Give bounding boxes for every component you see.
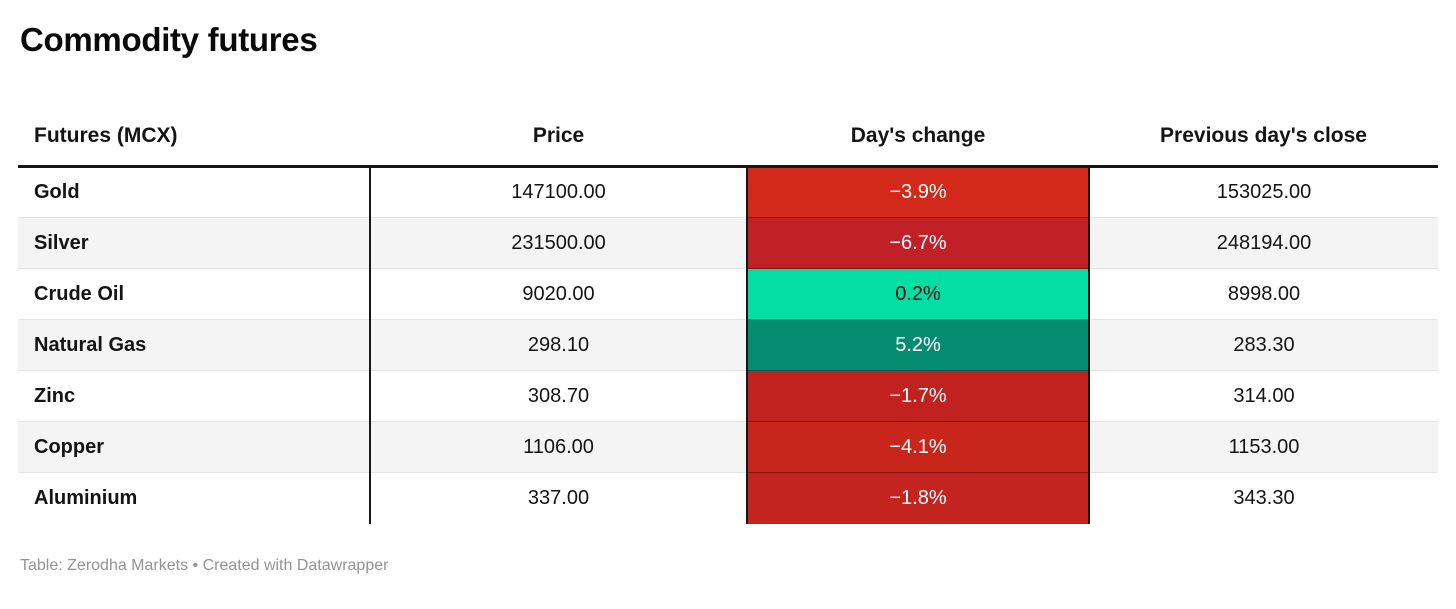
commodity-futures-table: Futures (MCX) Price Day's change Previou…: [18, 110, 1438, 524]
days-change-cell: −1.7%: [746, 370, 1089, 422]
header-row: Futures (MCX) Price Day's change Previou…: [18, 110, 1438, 167]
price-cell: 308.70: [369, 370, 747, 422]
column-header-prev-close: Previous day's close: [1160, 124, 1367, 147]
days-change-cell: −1.8%: [746, 472, 1089, 524]
prev-close-cell: 314.00: [1088, 370, 1438, 422]
days-change-cell: −4.1%: [746, 421, 1089, 473]
commodity-name-cell: Aluminium: [18, 472, 370, 524]
commodity-name-cell: Natural Gas: [18, 319, 370, 371]
price-cell: 337.00: [369, 472, 747, 524]
attribution-footer: Table: Zerodha Markets • Created with Da…: [20, 556, 389, 574]
table-row: Zinc 308.70 −1.7% 314.00: [18, 370, 1438, 422]
commodity-name-cell: Crude Oil: [18, 268, 370, 320]
commodity-name-cell: Silver: [18, 217, 370, 269]
table-row: Natural Gas 298.10 5.2% 283.30: [18, 319, 1438, 371]
prev-close-cell: 248194.00: [1088, 217, 1438, 269]
days-change-cell: −3.9%: [746, 166, 1089, 218]
column-header-futures: Futures (MCX): [34, 124, 178, 147]
page-title: Commodity futures: [20, 21, 318, 58]
price-cell: 298.10: [369, 319, 747, 371]
commodity-name-cell: Gold: [34, 181, 80, 203]
table-row: Gold 147100.00 −3.9% 153025.00: [18, 166, 1438, 218]
column-header-price: Price: [532, 124, 585, 147]
prev-close-cell: 8998.00: [1088, 268, 1438, 320]
column-header-days-change: Day's change: [850, 124, 986, 147]
prev-close-cell: 343.30: [1088, 472, 1438, 524]
table-row: Aluminium 337.00 −1.8% 343.30: [18, 472, 1438, 524]
price-cell: 1106.00: [369, 421, 747, 473]
price-cell: 231500.00: [369, 217, 747, 269]
price-cell: 9020.00: [369, 268, 747, 320]
days-change-cell: −6.7%: [746, 217, 1089, 269]
commodity-name-cell: Copper: [18, 421, 370, 473]
commodity-name-cell: Zinc: [18, 370, 370, 422]
days-change-cell: 0.2%: [746, 268, 1089, 320]
price-cell: 147100.00: [369, 166, 747, 218]
prev-close-cell: 283.30: [1088, 319, 1438, 371]
prev-close-cell: 1153.00: [1088, 421, 1438, 473]
days-change-cell: 5.2%: [746, 319, 1089, 371]
prev-close-cell: 153025.00: [1088, 166, 1438, 218]
table-row: Crude Oil 9020.00 0.2% 8998.00: [18, 268, 1438, 320]
table-row: Silver 231500.00 −6.7% 248194.00: [18, 217, 1438, 269]
table-row: Copper 1106.00 −4.1% 1153.00: [18, 421, 1438, 473]
